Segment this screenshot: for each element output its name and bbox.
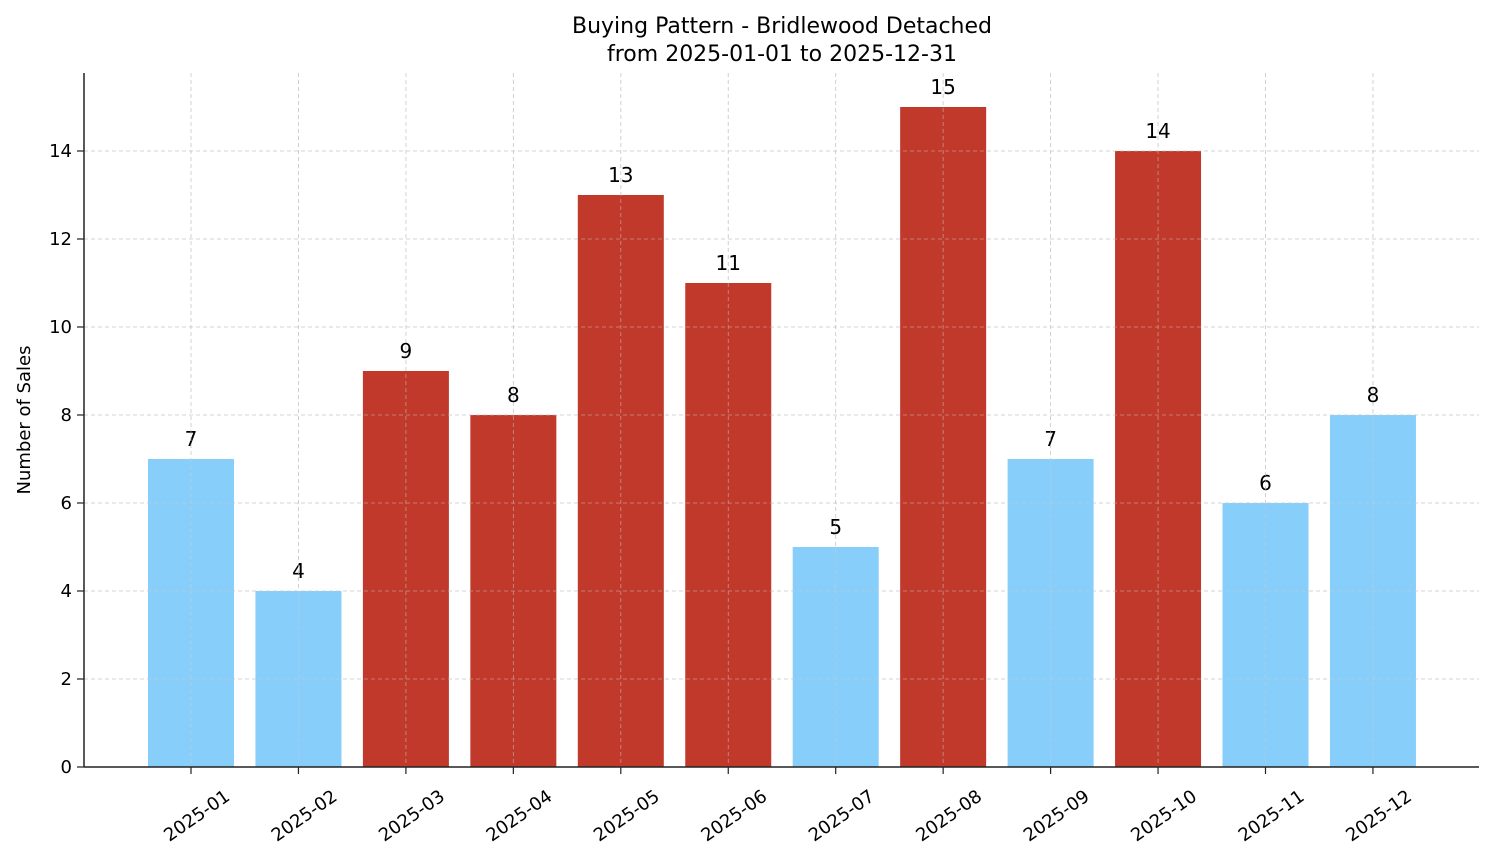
y-axis-ticks: 0 2 4 6 8 10 12 14	[49, 141, 84, 778]
x-tick-label: 2025-06	[697, 786, 771, 846]
x-tick-label: 2025-10	[1127, 786, 1201, 846]
x-tick-label: 2025-03	[375, 786, 449, 846]
y-axis-label: Number of Sales	[14, 345, 35, 494]
x-tick-label: 2025-02	[268, 786, 342, 846]
x-tick-label: 2025-07	[805, 786, 879, 846]
x-axis-ticks: 2025-01 2025-02 2025-03 2025-04 2025-05 2025-…	[160, 767, 1416, 846]
y-tick-label: 8	[61, 405, 72, 426]
y-tick-label: 12	[49, 229, 72, 250]
chart-title: Buying Pattern - Bridlewood Detached	[572, 14, 992, 39]
chart-subtitle: from 2025-01-01 to 2025-12-31	[607, 42, 957, 67]
y-tick-label: 4	[61, 581, 72, 602]
y-tick-label: 10	[49, 317, 72, 338]
bar-value-label: 5	[829, 515, 842, 539]
x-tick-label: 2025-05	[590, 786, 664, 846]
y-tick-label: 6	[61, 493, 72, 514]
y-tick-label: 0	[61, 757, 72, 778]
y-tick-label: 2	[61, 669, 72, 690]
bar-value-label: 9	[400, 339, 413, 363]
y-tick-label: 14	[49, 141, 72, 162]
x-tick-label: 2025-11	[1235, 786, 1309, 846]
axes	[83, 73, 1479, 768]
gridlines-overlay	[84, 73, 1479, 767]
x-tick-label: 2025-08	[912, 786, 986, 846]
x-tick-label: 2025-04	[483, 786, 557, 846]
x-tick-label: 2025-12	[1342, 786, 1416, 846]
x-tick-label: 2025-09	[1020, 786, 1094, 846]
x-tick-label: 2025-01	[160, 786, 234, 846]
